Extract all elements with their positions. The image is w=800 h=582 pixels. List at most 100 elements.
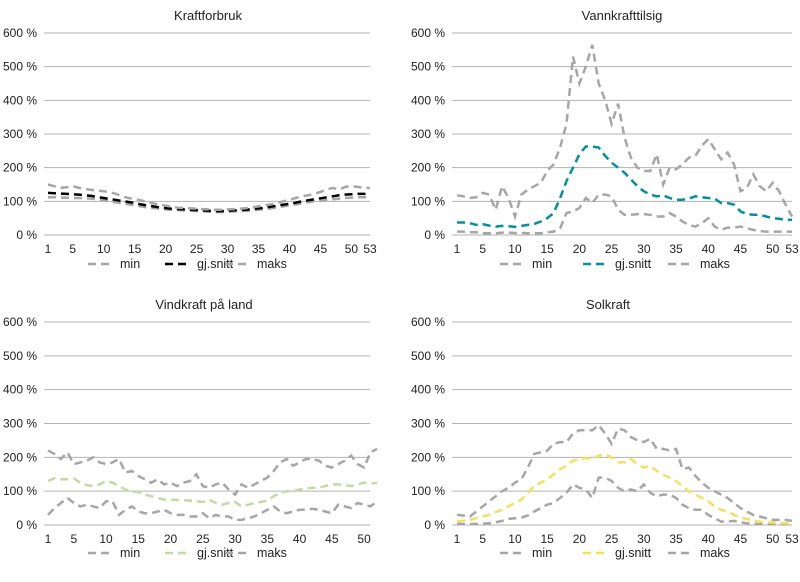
x-tick-label: 15 (541, 532, 555, 546)
legend-label: min (120, 257, 140, 271)
y-tick-label: 400 % (3, 383, 37, 397)
y-tick-label: 600 % (3, 315, 37, 329)
y-tick-label: 400 % (411, 93, 445, 107)
x-tick-label: 40 (283, 242, 297, 256)
chart-panel: Vannkrafttilsig 0 % 100 % 200 % 300 % 400 % 50… (411, 8, 799, 271)
legend-label: min (120, 546, 140, 560)
x-tick-label: 10 (508, 532, 522, 546)
legend-label: gj.snitt (615, 257, 652, 271)
series-line-maks (47, 447, 378, 497)
x-tick-label: 1 (45, 242, 52, 256)
y-tick-label: 100 % (3, 484, 37, 498)
y-tick-label: 300 % (3, 417, 37, 431)
x-tick-label: 30 (637, 532, 651, 546)
series-line-gjsnitt (456, 453, 792, 525)
x-tick-label: 35 (252, 242, 266, 256)
y-tick-label: 400 % (3, 93, 37, 107)
x-tick-label: 10 (99, 532, 113, 546)
series-line-maks (456, 423, 793, 523)
x-tick-label: 45 (734, 242, 748, 256)
x-tick-label: 30 (637, 242, 651, 256)
x-tick-label: 15 (541, 242, 555, 256)
chart-title: Vannkrafttilsig (582, 8, 663, 23)
legend-label: gj.snitt (197, 257, 234, 271)
x-tick-label: 10 (97, 242, 111, 256)
x-tick-label: 25 (605, 532, 619, 546)
legend-label: min (532, 546, 552, 560)
y-tick-label: 600 % (411, 315, 445, 329)
x-tick-label: 53 (363, 242, 377, 256)
y-tick-label: 500 % (3, 349, 37, 363)
legend-label: maks (700, 257, 730, 271)
x-tick-label: 30 (228, 532, 242, 546)
series-line-min (457, 193, 792, 235)
series-line-min (47, 496, 378, 522)
x-tick-label: 45 (314, 242, 328, 256)
y-tick-label: 400 % (411, 383, 445, 397)
y-tick-label: 100 % (411, 484, 445, 498)
x-tick-label: 35 (669, 242, 683, 256)
x-tick-label: 1 (454, 532, 461, 546)
x-tick-label: 45 (734, 532, 748, 546)
y-tick-label: 500 % (411, 60, 445, 74)
x-tick-label: 50 (766, 532, 780, 546)
y-tick-label: 200 % (3, 450, 37, 464)
x-tick-label: 1 (454, 242, 461, 256)
chart-panel: Solkraft 0 % 100 % 200 % 300 % 400 % 500 % 600 … (411, 297, 799, 560)
chart-panel: Kraftforbruk 0 % 100 % 200 % 300 % 400 % 500 %… (3, 8, 377, 271)
x-tick-label: 35 (261, 532, 275, 546)
x-tick-label: 53 (785, 532, 799, 546)
y-tick-label: 600 % (411, 26, 445, 40)
x-tick-label: 30 (221, 242, 235, 256)
y-tick-label: 500 % (411, 349, 445, 363)
y-tick-label: 300 % (411, 127, 445, 141)
x-tick-label: 53 (785, 242, 799, 256)
y-tick-label: 200 % (411, 450, 445, 464)
x-tick-label: 20 (159, 242, 173, 256)
series-line-gjsnitt (47, 476, 378, 508)
chart-title: Kraftforbruk (174, 8, 242, 23)
x-tick-label: 20 (573, 242, 587, 256)
x-tick-label: 5 (70, 532, 77, 546)
series-line-maks (47, 183, 370, 212)
x-tick-label: 15 (132, 532, 146, 546)
x-tick-label: 25 (605, 242, 619, 256)
x-tick-label: 5 (479, 532, 486, 546)
y-tick-label: 200 % (411, 161, 445, 175)
y-tick-label: 500 % (3, 60, 37, 74)
x-tick-label: 5 (69, 242, 76, 256)
x-tick-label: 50 (357, 532, 371, 546)
y-tick-label: 200 % (3, 161, 37, 175)
series-line-gjsnitt (47, 191, 371, 213)
y-tick-label: 300 % (411, 417, 445, 431)
chart-panel: Vindkraft på land 0 % 100 % 200 % 300 % 400 %… (3, 297, 378, 560)
series-line-gjsnitt (457, 145, 792, 229)
chart-title: Vindkraft på land (155, 297, 252, 312)
x-tick-label: 50 (766, 242, 780, 256)
x-tick-label: 25 (196, 532, 210, 546)
legend-label: gj.snitt (197, 546, 234, 560)
x-tick-label: 45 (325, 532, 339, 546)
y-tick-label: 0 % (16, 228, 37, 242)
x-tick-label: 15 (128, 242, 142, 256)
x-tick-label: 40 (702, 242, 716, 256)
x-tick-label: 40 (293, 532, 307, 546)
chart-title: Solkraft (586, 297, 630, 312)
legend-label: min (532, 257, 552, 271)
y-tick-label: 0 % (424, 518, 445, 532)
x-tick-label: 10 (508, 242, 522, 256)
x-tick-label: 5 (479, 242, 486, 256)
x-tick-label: 50 (345, 242, 359, 256)
legend-label: maks (257, 257, 287, 271)
series-line-maks (456, 44, 794, 221)
y-tick-label: 0 % (16, 518, 37, 532)
series-line-min (457, 476, 792, 526)
x-tick-label: 25 (190, 242, 204, 256)
x-tick-label: 20 (573, 532, 587, 546)
y-tick-label: 300 % (3, 127, 37, 141)
x-tick-label: 1 (45, 532, 52, 546)
legend-label: maks (257, 546, 287, 560)
legend-label: maks (700, 546, 730, 560)
y-tick-label: 100 % (411, 194, 445, 208)
